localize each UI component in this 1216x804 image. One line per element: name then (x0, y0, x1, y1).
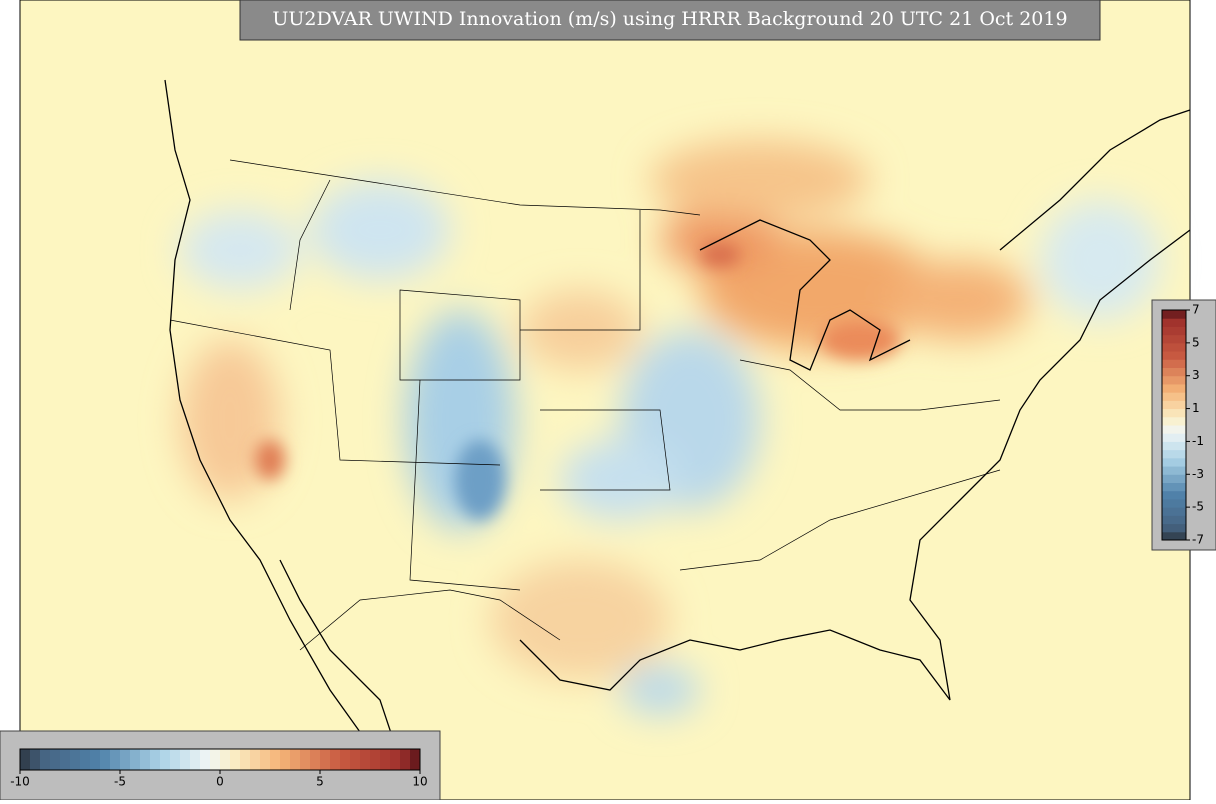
colorbar-segment (1162, 400, 1186, 410)
colorbar-segment (1162, 408, 1186, 418)
colorbar-segment (250, 749, 261, 770)
colorbar-segment (1162, 425, 1186, 434)
colorbar-segment (1162, 433, 1186, 442)
colorbar-segment (370, 749, 381, 770)
colorbar-segment (110, 749, 121, 770)
colorbar-segment (360, 749, 371, 770)
colorbar-tick-label: 1 (1192, 401, 1200, 415)
colorbar-tick-label: 5 (316, 775, 324, 789)
colorbar-segment (160, 749, 171, 770)
colorbar-segment (1162, 318, 1186, 327)
colorbar-segment (350, 749, 361, 770)
colorbar-segment (390, 749, 401, 770)
colorbar-tick-label: -3 (1192, 467, 1204, 481)
colorbar-segment (260, 749, 271, 770)
colorbar-segment (330, 749, 341, 770)
colorbar-tick-label: -7 (1192, 533, 1204, 547)
colorbar-tick-label: -5 (114, 775, 126, 789)
borders (169, 159, 1001, 651)
colorbar-segment (400, 749, 411, 770)
colorbar-segment (1162, 326, 1186, 336)
colorbar-segment (1162, 515, 1186, 525)
colorbars: -10 -5 0 5 10 7 5 3 1 -1 -3 -5 -7 (10, 303, 1204, 789)
colorbar-segment (410, 749, 421, 770)
colorbar-segment (1162, 507, 1186, 516)
colorbar-segment (1162, 457, 1186, 467)
colorbar-segment (280, 749, 291, 770)
colorbar-segment (1162, 334, 1186, 344)
colorbar-segment (170, 749, 181, 770)
colorbar-segment (320, 749, 331, 770)
colorbar-segment (40, 749, 51, 770)
colorbar-segment (1162, 474, 1186, 483)
colorbar-segment (60, 749, 71, 770)
colorbar-segment (1162, 351, 1186, 360)
title: UU2DVAR UWIND Innovation (m/s) using HRR… (272, 8, 1067, 30)
colorbar-segment (130, 749, 141, 770)
colorbar-segment (100, 749, 111, 770)
innovation-detail (255, 243, 900, 520)
colorbar-tick-label: -1 (1192, 434, 1204, 448)
colorbar-segment (30, 749, 41, 770)
title-box (239, 0, 1101, 41)
colorbar-segment (1162, 342, 1186, 352)
colorbar-tick-label: 10 (412, 775, 427, 789)
colorbar-segment (1162, 392, 1186, 401)
colorbar-segment (1162, 375, 1186, 385)
colorbar-tick-label: 5 (1192, 335, 1200, 349)
colorbar-segment (200, 749, 211, 770)
colorbar-segment (50, 749, 61, 770)
colorbar-segment (1162, 367, 1186, 377)
colorbar-segment (140, 749, 151, 770)
colorbar-segment (80, 749, 91, 770)
colorbar-segment (270, 749, 281, 770)
innovation-field (180, 140, 1160, 715)
colorbar-segment (210, 749, 221, 770)
colorbar-segment (1162, 449, 1186, 459)
colorbar-tick-label: -10 (10, 775, 30, 789)
colorbar-tick-label: 7 (1192, 303, 1200, 317)
colorbar-segment (1162, 466, 1186, 475)
colorbar-segment (310, 749, 321, 770)
colorbar-segment (300, 749, 311, 770)
colorbar-segment (190, 749, 201, 770)
colorbar-segment (1162, 441, 1186, 451)
colorbar-segment (1162, 359, 1186, 368)
colorbar-segment (20, 749, 31, 770)
colorbar-segment (290, 749, 301, 770)
colorbar-segment (1162, 490, 1186, 500)
colorbar-segment (1162, 531, 1186, 541)
coastlines (164, 79, 1191, 761)
colorbar-segment (220, 749, 231, 770)
colorbar-segment (240, 749, 251, 770)
colorbar-segment (90, 749, 101, 770)
colorbar-tick-label: 0 (216, 775, 224, 789)
colorbar-tick-label: 3 (1192, 368, 1200, 382)
colorbar-segment (1162, 498, 1186, 508)
colorbar-segment (1162, 416, 1186, 426)
colorbar-segment (180, 749, 191, 770)
colorbar-tick-label: -5 (1192, 500, 1204, 514)
colorbar-segment (1162, 310, 1186, 319)
colorbar-segment (1162, 383, 1186, 393)
colorbar-segment (150, 749, 161, 770)
colorbar-frame (1161, 309, 1187, 541)
colorbar-segment (1162, 523, 1186, 533)
colorbar-segment (380, 749, 391, 770)
colorbar-segment (340, 749, 351, 770)
colorbar-segment (120, 749, 131, 770)
colorbar-segment (1162, 482, 1186, 492)
colorbar-segment (70, 749, 81, 770)
colorbar-segment (230, 749, 241, 770)
